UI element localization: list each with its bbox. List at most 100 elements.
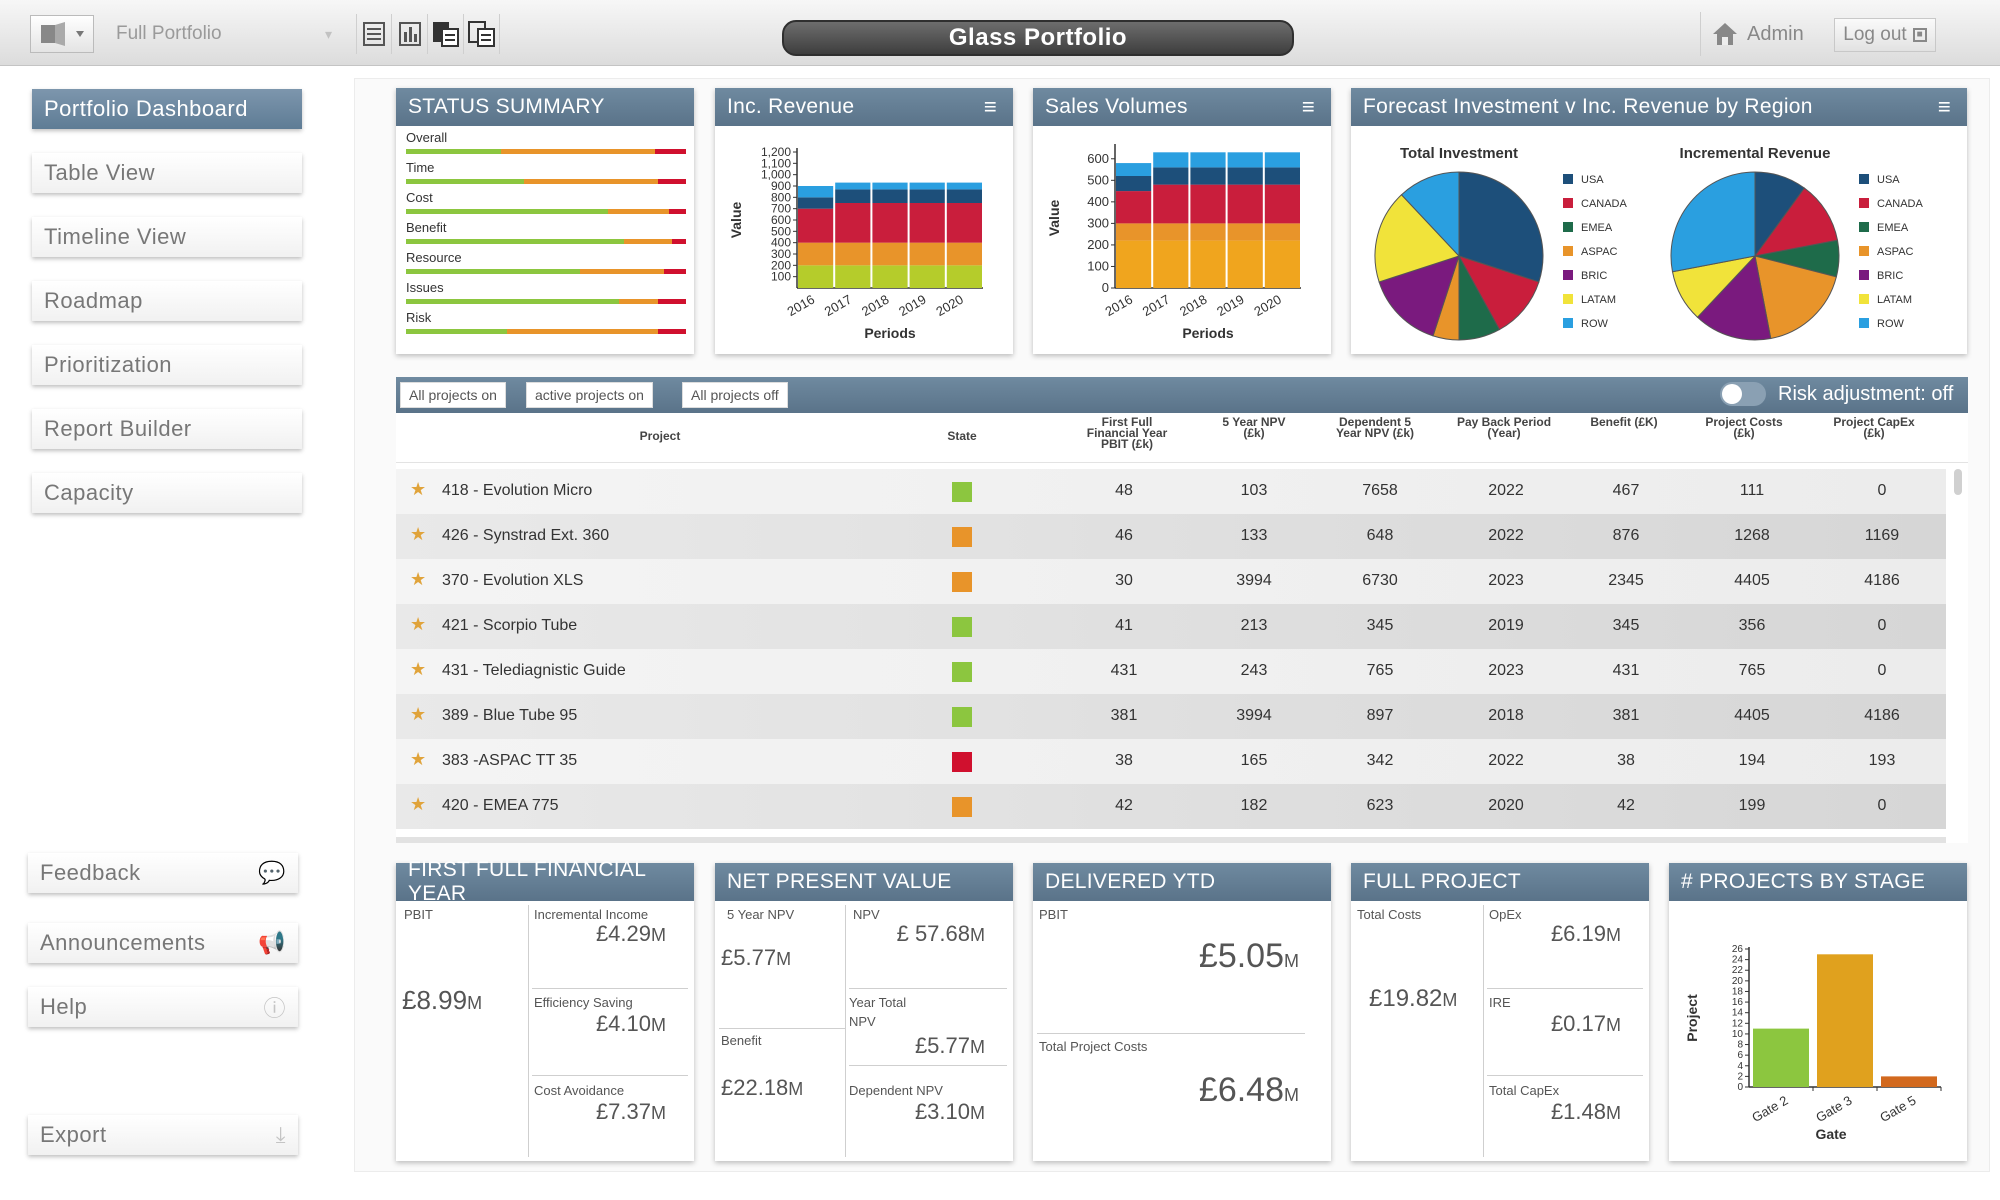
nav-roadmap[interactable]: Roadmap	[32, 281, 302, 321]
favorite-star-icon[interactable]: ★	[410, 479, 427, 499]
status-bar-green	[406, 149, 502, 154]
cell-project[interactable]: 370 - Evolution XLS	[442, 572, 584, 589]
portfolio-select[interactable]: Full Portfolio ▾	[102, 14, 342, 54]
favorite-star-icon[interactable]: ★	[410, 659, 427, 679]
status-row-label: Resource	[406, 250, 462, 265]
bar-aspac-2016	[1116, 240, 1152, 288]
legend-label-bric: BRIC	[1877, 270, 1903, 282]
col-benefit[interactable]: Benefit (£K)	[1574, 416, 1674, 428]
nav-table-view[interactable]: Table View	[32, 153, 302, 193]
bar-aspac-2017	[1153, 240, 1189, 288]
status-bar	[406, 329, 686, 334]
list-view-icon[interactable]	[356, 14, 392, 54]
app-menu-button[interactable]	[30, 15, 94, 53]
help-button[interactable]: Help ⓘ	[28, 987, 298, 1027]
col-costs[interactable]: Project Costs (£k)	[1694, 416, 1794, 439]
bar-row-2020	[1264, 152, 1300, 168]
bar-row-2020	[946, 182, 982, 190]
table-row[interactable]: ★ 389 - Blue Tube 95 381 3994 897 2018 381 4405…	[396, 694, 1946, 739]
col-project[interactable]: Project	[639, 429, 681, 443]
nav-capacity[interactable]: Capacity	[32, 473, 302, 513]
cell-capex: 4186	[1864, 707, 1900, 724]
favorite-star-icon[interactable]: ★	[410, 614, 427, 634]
cell-project[interactable]: 431 - Telediagnistic Guide	[442, 662, 626, 679]
report-view-icon[interactable]	[428, 14, 464, 54]
logout-button[interactable]: Log out ■	[1834, 18, 1936, 52]
col-payback[interactable]: Pay Back Period (Year)	[1444, 416, 1564, 439]
help-label: Help	[40, 994, 88, 1019]
kpi-efficiency-amount: £4.10	[595, 1011, 651, 1036]
bar-bric-2018	[872, 242, 908, 266]
nav-portfolio-dashboard[interactable]: Portfolio Dashboard	[32, 89, 302, 129]
documents-view-icon[interactable]	[464, 14, 500, 54]
bar-gate-2	[1753, 1028, 1809, 1087]
all-projects-off-button[interactable]: All projects off	[682, 382, 788, 408]
active-projects-on-button[interactable]: active projects on	[526, 382, 653, 408]
inc-revenue-header: Inc. Revenue ≡	[715, 88, 1013, 126]
y-tick-label: 500	[1087, 172, 1109, 187]
favorite-star-icon[interactable]: ★	[410, 794, 427, 814]
bar-bric-2019	[1227, 223, 1263, 241]
favorite-star-icon[interactable]: ★	[410, 569, 427, 589]
bar-row-2016	[1116, 163, 1152, 176]
favorite-star-icon[interactable]: ★	[410, 749, 427, 769]
y-tick-label: 900	[771, 179, 791, 193]
nav-prioritization[interactable]: Prioritization	[32, 345, 302, 385]
nav-report-builder[interactable]: Report Builder	[32, 409, 302, 449]
cell-project[interactable]: 426 - Synstrad Ext. 360	[442, 527, 610, 544]
table-row[interactable]: ★ 418 - Evolution Micro 48 103 7658 2022 467 11…	[396, 469, 1946, 514]
col-npv5[interactable]: 5 Year NPV (£k)	[1204, 416, 1304, 439]
kpi-ffy-header: FIRST FULL FINANCIAL YEAR	[396, 858, 694, 905]
table-row[interactable]: ★ 370 - Evolution XLS 30 3994 6730 2023 2345 44…	[396, 559, 1946, 604]
announcements-label: Announcements	[40, 930, 206, 955]
y-tick-label: 0	[1102, 280, 1109, 295]
status-bar-red	[657, 329, 686, 334]
cell-project[interactable]: 420 - EMEA 775	[442, 797, 559, 814]
status-summary-panel: STATUS SUMMARY Overall Time Cost Benefit Res…	[396, 88, 694, 354]
risk-adjustment-toggle[interactable]	[1720, 382, 1766, 406]
state-indicator	[952, 797, 972, 817]
table-row[interactable]: ★ 426 - Synstrad Ext. 360 46 133 648 2022 876 1…	[396, 514, 1946, 559]
table-row[interactable]: ★ 421 - Scorpio Tube 41 213 345 2019 345 356 0	[396, 604, 1946, 649]
legend-swatch-latam	[1563, 294, 1573, 304]
hamburger-menu-icon[interactable]: ≡	[983, 94, 997, 119]
status-bar-green	[406, 209, 608, 214]
nav-timeline-view[interactable]: Timeline View	[32, 217, 302, 257]
cell-project[interactable]: 383 -ASPAC TT 35	[442, 752, 578, 769]
col-pbit[interactable]: First Full Financial Year PBIT (£k)	[1062, 416, 1192, 450]
bar-aspac-2020	[1264, 240, 1300, 288]
cell-dep-npv: 648	[1366, 527, 1394, 544]
col-dep-npv[interactable]: Dependent 5 Year NPV (£k)	[1320, 416, 1430, 439]
all-projects-on-button[interactable]: All projects on	[400, 382, 506, 408]
cell-project[interactable]: 418 - Evolution Micro	[442, 482, 593, 499]
feedback-button[interactable]: Feedback 💬	[28, 853, 298, 893]
table-row[interactable]: ★ 431 - Telediagnistic Guide 431 243 765 2023…	[396, 649, 1946, 694]
y-tick-label: 700	[771, 202, 791, 216]
legend-swatch-aspac	[1859, 246, 1869, 256]
kpi-npv-amount: £ 57.68	[896, 921, 970, 946]
cell-project[interactable]: 421 - Scorpio Tube	[442, 617, 578, 634]
kpi-unit: M	[651, 1015, 666, 1035]
cell-project[interactable]: 389 - Blue Tube 95	[442, 707, 578, 724]
favorite-star-icon[interactable]: ★	[410, 704, 427, 724]
cell-pbit: 42	[1115, 797, 1133, 814]
table-scrollbar[interactable]	[1954, 469, 1962, 495]
kpi-full-project: FULL PROJECT Total Costs £19.82M OpEx £6…	[1351, 863, 1649, 1161]
forecast-header: Forecast Investment v Inc. Revenue by Re…	[1351, 88, 1967, 126]
table-row[interactable]: ★ 383 -ASPAC TT 35 38 165 342 2022 38 194 193	[396, 739, 1946, 784]
table-row[interactable]: ★ 420 - EMEA 775 42 182 623 2020 42 199 0	[396, 784, 1946, 829]
projects-by-stage-panel: # PROJECTS BY STAGE 0 2 4 6 8 10 12 14 16 18 20 22 2…	[1669, 863, 1967, 1161]
favorite-star-icon[interactable]: ★	[410, 524, 427, 544]
table-horizontal-scrollbar[interactable]	[396, 837, 1946, 843]
chart-view-icon[interactable]	[392, 14, 428, 54]
announcements-button[interactable]: Announcements 📢	[28, 923, 298, 963]
hamburger-menu-icon[interactable]: ≡	[1937, 94, 1951, 119]
export-button[interactable]: Export ⤓	[28, 1115, 298, 1155]
col-state[interactable]: State	[947, 429, 977, 443]
col-capex[interactable]: Project CapEx (£k)	[1824, 416, 1924, 439]
hamburger-menu-icon[interactable]: ≡	[1301, 94, 1315, 119]
status-summary-title: STATUS SUMMARY	[408, 95, 605, 118]
kpi-unit: M	[1606, 1103, 1621, 1123]
cell-dep-npv: 765	[1366, 662, 1394, 679]
user-menu[interactable]: Admin	[1700, 12, 1804, 56]
